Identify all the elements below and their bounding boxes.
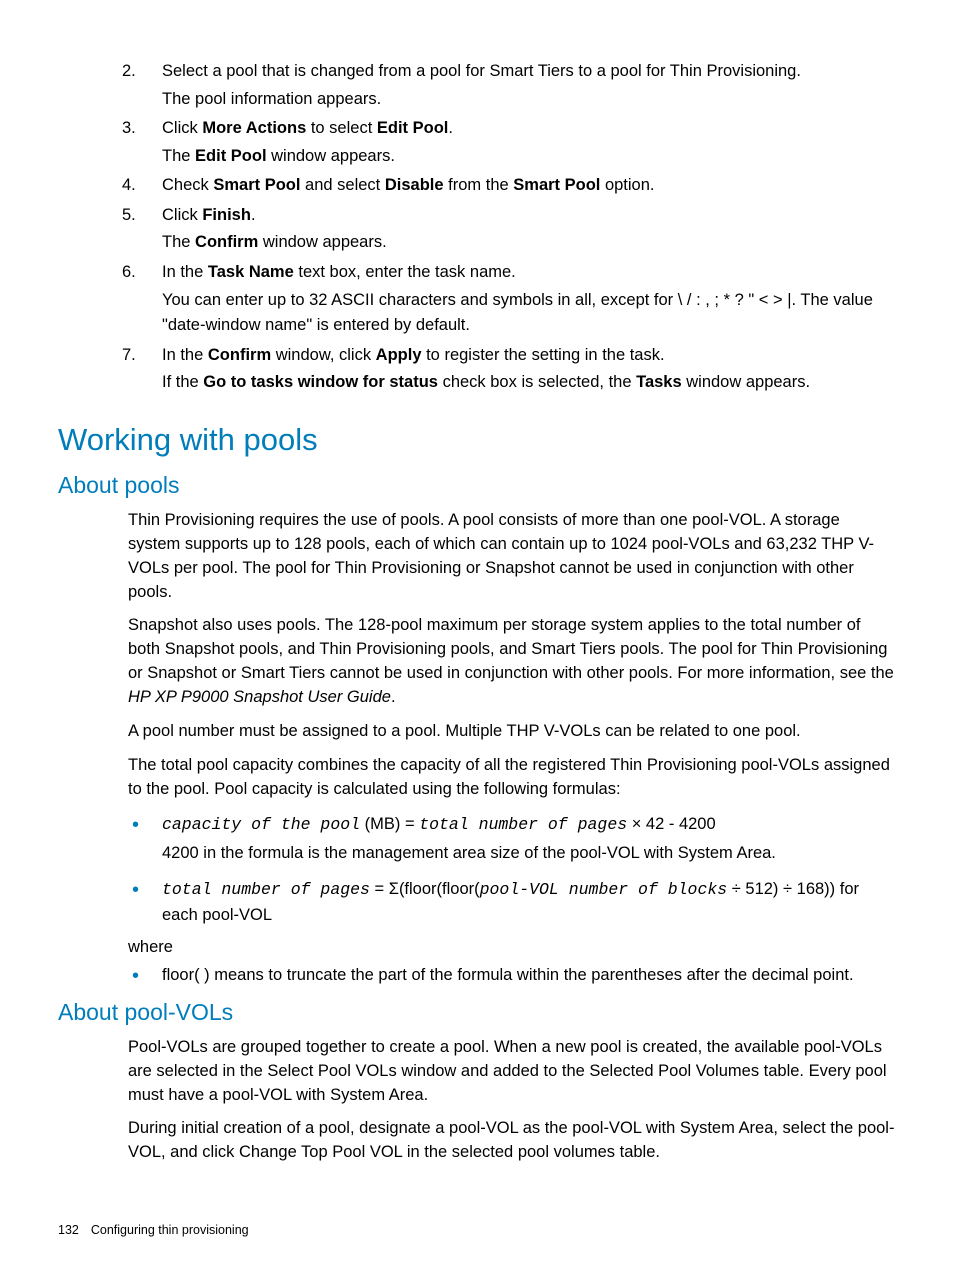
text: to register the setting in the task. [422,346,665,364]
step-number: 3. [122,116,136,142]
step-body: Check Smart Pool and select Disable from… [162,173,896,199]
bold-text: Finish [202,206,251,224]
step-line: Check Smart Pool and select Disable from… [162,176,655,194]
formula-item: capacity of the pool (MB) = total number… [128,812,896,867]
formula-list: capacity of the pool (MB) = total number… [128,812,896,928]
step-number: 7. [122,343,136,369]
about-pool-vols-body: Pool-VOLs are grouped together to create… [128,1036,896,1166]
step-subline: If the Go to tasks window for status che… [162,370,896,396]
subsection-heading-about-pool-vols: About pool-VOLs [58,999,896,1026]
step-item: 3. Click More Actions to select Edit Pool… [122,116,896,169]
text: and select [300,176,384,194]
step-item: 5. Click Finish. The Confirm window appear… [122,203,896,256]
bold-text: More Actions [202,119,306,137]
step-subline: You can enter up to 32 ASCII characters … [162,288,896,339]
step-body: In the Confirm window, click Apply to re… [162,343,896,396]
step-number: 4. [122,173,136,199]
text: window appears. [682,373,810,391]
step-body: Click Finish. The Confirm window appears. [162,203,896,256]
text: (MB) = [360,815,419,833]
formula-term: capacity of the pool [162,815,360,834]
text: window appears. [267,147,395,165]
bold-text: Apply [376,346,422,364]
subsection-heading-about-pools: About pools [58,472,896,499]
bold-text: Edit Pool [195,147,267,165]
step-line: Select a pool that is changed from a poo… [162,62,801,80]
text: The [162,147,195,165]
paragraph: Snapshot also uses pools. The 128-pool m… [128,614,896,710]
text: text box, enter the task name. [294,263,516,281]
text: . [251,206,256,224]
text: check box is selected, the [438,373,636,391]
definition-list: floor( ) means to truncate the part of t… [128,963,896,989]
procedure-steps: 2. Select a pool that is changed from a p… [122,59,896,396]
text: In the [162,263,208,281]
paragraph: During initial creation of a pool, desig… [128,1117,896,1165]
step-line: Click Finish. [162,206,256,224]
formula-term: pool-VOL number of blocks [480,880,728,899]
definition-item: floor( ) means to truncate the part of t… [128,963,896,989]
step-item: 4. Check Smart Pool and select Disable fr… [122,173,896,199]
text: from the [444,176,514,194]
text: In the [162,346,208,364]
text: . [391,688,396,706]
text: Click [162,206,202,224]
paragraph: Pool-VOLs are grouped together to create… [128,1036,896,1108]
step-item: 7. In the Confirm window, click Apply to … [122,343,896,396]
text: window appears. [258,233,386,251]
text: Select a pool that is changed from a poo… [162,62,801,80]
formula-note: 4200 in the formula is the management ar… [162,841,896,867]
text: option. [600,176,654,194]
page-content: 2. Select a pool that is changed from a p… [58,59,896,1165]
formula-term: total number of pages [162,880,370,899]
bold-text: Smart Pool [513,176,600,194]
step-subline: The Edit Pool window appears. [162,144,896,170]
step-number: 2. [122,59,136,85]
text: × 42 - 4200 [627,815,716,833]
footer-title: Configuring thin provisioning [91,1223,249,1237]
paragraph: The total pool capacity combines the cap… [128,754,896,802]
step-subline: The Confirm window appears. [162,230,896,256]
bold-text: Confirm [208,346,271,364]
page-number: 132 [58,1223,79,1237]
bold-text: Confirm [195,233,258,251]
step-body: Click More Actions to select Edit Pool. T… [162,116,896,169]
paragraph: A pool number must be assigned to a pool… [128,720,896,744]
step-number: 5. [122,203,136,229]
step-number: 6. [122,260,136,286]
where-label: where [128,938,896,957]
text: . [448,119,453,137]
paragraph: Thin Provisioning requires the use of po… [128,509,896,605]
step-item: 2. Select a pool that is changed from a p… [122,59,896,112]
bold-text: Disable [385,176,444,194]
text: You can enter up to 32 ASCII characters … [162,291,873,335]
step-line: In the Task Name text box, enter the tas… [162,263,516,281]
section-heading-working-with-pools: Working with pools [58,422,896,458]
text: Snapshot also uses pools. The 128-pool m… [128,616,894,682]
bold-text: Edit Pool [377,119,449,137]
text: to select [306,119,377,137]
page-footer: 132 Configuring thin provisioning [58,1223,249,1237]
text: The [162,233,195,251]
bold-text: Task Name [208,263,294,281]
step-body: Select a pool that is changed from a poo… [162,59,896,112]
step-line: Click More Actions to select Edit Pool. [162,119,453,137]
step-subline: The pool information appears. [162,87,896,113]
text: If the [162,373,203,391]
bold-text: Go to tasks window for status [203,373,438,391]
formula-item: total number of pages = Σ(floor(floor(po… [128,877,896,928]
text: Click [162,119,202,137]
text: Check [162,176,213,194]
text: window, click [271,346,376,364]
bold-text: Smart Pool [213,176,300,194]
bold-text: Tasks [636,373,682,391]
step-body: In the Task Name text box, enter the tas… [162,260,896,339]
about-pools-body: Thin Provisioning requires the use of po… [128,509,896,802]
cited-document-title: HP XP P9000 Snapshot User Guide [128,688,391,706]
text: The pool information appears. [162,90,381,108]
formula-term: total number of pages [419,815,627,834]
text: = Σ(floor(floor( [370,880,480,898]
step-item: 6. In the Task Name text box, enter the t… [122,260,896,339]
step-line: In the Confirm window, click Apply to re… [162,346,665,364]
